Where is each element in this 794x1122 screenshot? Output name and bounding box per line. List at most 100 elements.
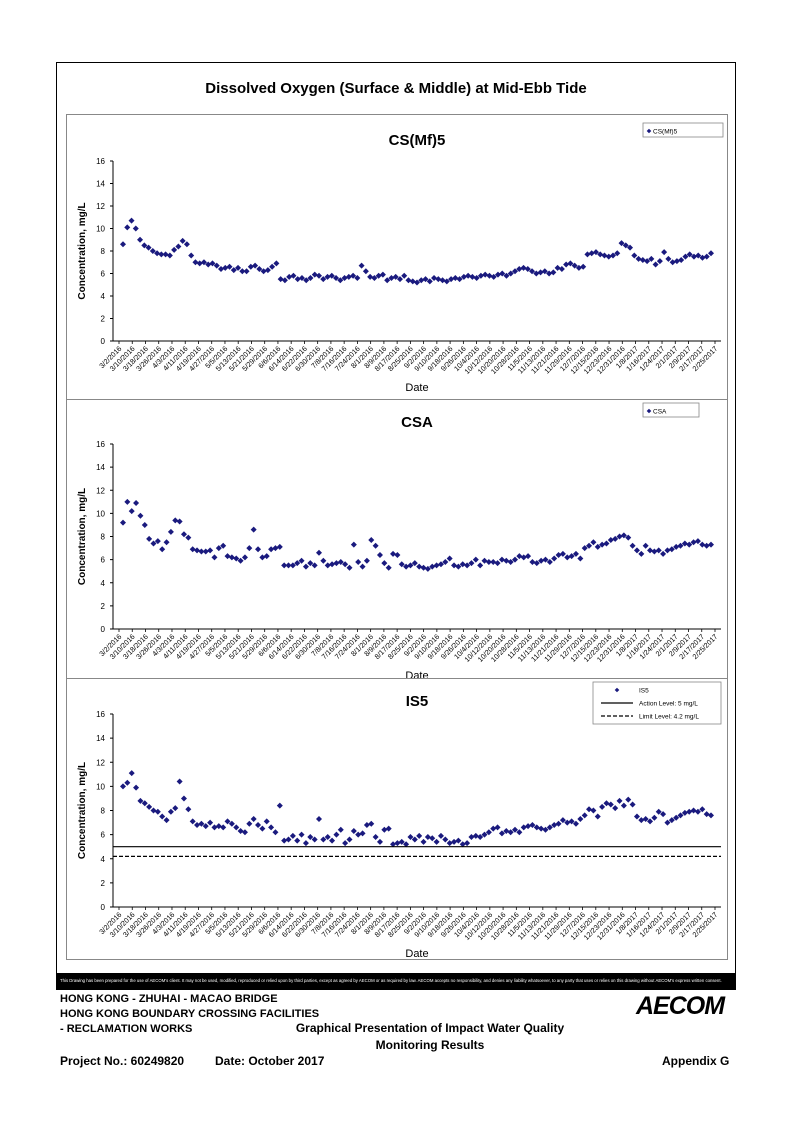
- data-point: [120, 519, 126, 526]
- data-point: [655, 808, 662, 815]
- data-point: [416, 832, 423, 839]
- data-point: [520, 264, 527, 271]
- data-point: [477, 834, 484, 841]
- data-point: [294, 837, 301, 844]
- data-point: [571, 262, 578, 269]
- data-point: [594, 813, 601, 820]
- data-point: [494, 560, 501, 567]
- data-point: [228, 554, 235, 561]
- y-tick-label: 12: [96, 486, 105, 495]
- data-point: [546, 558, 553, 565]
- data-point: [592, 249, 599, 256]
- data-point: [329, 561, 336, 568]
- data-point: [220, 542, 227, 549]
- data-point: [482, 271, 489, 278]
- data-point: [664, 547, 671, 554]
- data-point: [686, 251, 693, 258]
- data-point: [185, 806, 192, 813]
- data-point: [200, 259, 207, 266]
- data-point: [564, 819, 571, 826]
- data-point: [625, 796, 632, 803]
- data-point: [677, 542, 684, 549]
- data-point: [392, 273, 399, 280]
- legend-box: [642, 402, 700, 418]
- data-point: [651, 548, 658, 555]
- data-point: [146, 803, 153, 810]
- data-point: [350, 828, 357, 835]
- data-point: [372, 834, 379, 841]
- data-point: [224, 553, 231, 560]
- data-point: [597, 251, 604, 258]
- data-point: [233, 555, 240, 562]
- data-point: [455, 837, 462, 844]
- data-point: [398, 561, 405, 568]
- data-point: [456, 276, 463, 283]
- data-point: [285, 562, 292, 569]
- data-point: [575, 264, 582, 271]
- data-point: [250, 815, 257, 822]
- data-point: [581, 812, 588, 819]
- data-point: [246, 545, 253, 552]
- data-point: [690, 539, 697, 546]
- data-point: [289, 832, 296, 839]
- data-point: [424, 565, 431, 572]
- y-tick-label: 4: [101, 292, 106, 301]
- data-point: [635, 255, 642, 262]
- data-point: [405, 277, 412, 284]
- data-point: [146, 535, 153, 542]
- data-point: [577, 555, 584, 562]
- data-point: [420, 564, 427, 571]
- data-point: [472, 832, 479, 839]
- data-point: [551, 821, 558, 828]
- data-point: [681, 540, 688, 547]
- data-point: [703, 542, 710, 549]
- data-point: [525, 553, 532, 560]
- data-point: [520, 824, 527, 831]
- data-point: [235, 264, 242, 271]
- data-point: [601, 252, 608, 259]
- data-point: [580, 263, 587, 270]
- data-point: [616, 533, 623, 540]
- data-point: [652, 261, 659, 268]
- data-point: [268, 546, 275, 553]
- data-point: [660, 550, 667, 557]
- data-point: [414, 279, 420, 286]
- data-point: [342, 561, 349, 568]
- legend-entry: CSA: [653, 409, 667, 416]
- data-point: [516, 553, 523, 560]
- data-point: [371, 275, 378, 281]
- data-point: [490, 558, 497, 565]
- data-point: [205, 261, 212, 268]
- data-point: [590, 807, 597, 814]
- y-tick-label: 0: [101, 625, 106, 634]
- data-point: [481, 557, 488, 564]
- data-point: [633, 813, 640, 820]
- data-point: [224, 818, 231, 825]
- data-point: [337, 826, 344, 833]
- data-point: [120, 783, 126, 790]
- data-point: [407, 834, 414, 841]
- data-point: [333, 275, 340, 281]
- data-point: [355, 831, 362, 838]
- data-point: [172, 805, 179, 812]
- appendix-label: Appendix G: [662, 1054, 730, 1068]
- data-point: [175, 243, 182, 250]
- data-point: [469, 273, 476, 280]
- data-point: [246, 820, 253, 827]
- data-point: [409, 278, 416, 285]
- footer-line3: - RECLAMATION WORKS: [60, 1023, 193, 1035]
- data-point: [362, 268, 369, 275]
- data-point: [237, 828, 244, 835]
- data-point: [420, 838, 427, 845]
- data-point: [358, 262, 365, 269]
- y-tick-label: 10: [96, 225, 105, 234]
- data-point: [337, 558, 344, 565]
- data-point: [401, 272, 408, 279]
- data-point: [648, 255, 655, 262]
- data-point: [359, 563, 366, 570]
- footer-date: Date: October 2017: [215, 1054, 325, 1068]
- y-tick-label: 14: [96, 734, 105, 743]
- data-point: [185, 534, 192, 541]
- data-point: [307, 560, 314, 567]
- data-point: [588, 250, 595, 257]
